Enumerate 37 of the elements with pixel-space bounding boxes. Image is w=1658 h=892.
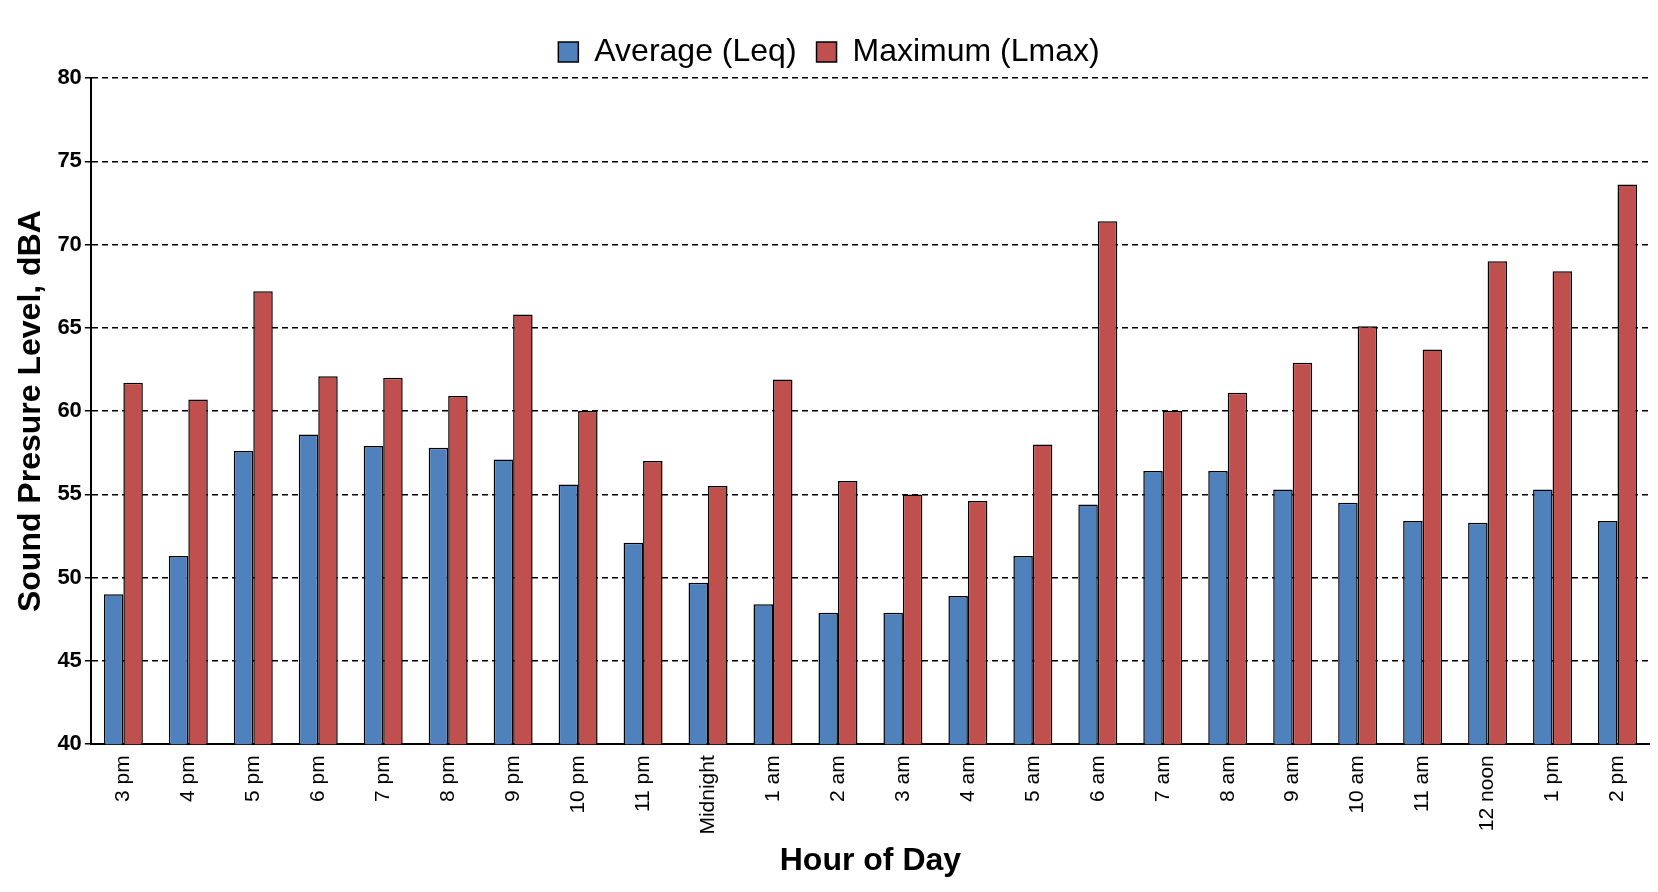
x-tick-label: 7 pm	[370, 755, 393, 802]
y-tick-label: 75	[57, 147, 82, 173]
x-tick-label: 12 noon	[1474, 755, 1498, 832]
y-tick-label: 40	[57, 730, 82, 756]
x-tick-label: 2 am	[824, 755, 848, 802]
y-tick-label: 45	[57, 647, 82, 673]
y-tick-label: 60	[57, 397, 82, 423]
y-tick-label: 65	[57, 313, 82, 339]
x-tick-label: 3 pm	[110, 755, 134, 802]
x-tick-label: 8 pm	[434, 755, 458, 802]
y-tick-label: 50	[57, 563, 82, 589]
x-tick-label: 5 am	[1019, 755, 1043, 802]
x-tick-label: 9 am	[1279, 755, 1303, 802]
x-tick-label: 10 am	[1344, 755, 1368, 814]
x-tick-label: 11 am	[1409, 755, 1433, 813]
x-tick-label: 4 pm	[175, 755, 199, 802]
y-tick-label: 80	[57, 64, 82, 90]
legend-label: Maximum (Lmax)	[852, 31, 1100, 68]
y-tick-label: 55	[57, 480, 82, 506]
x-tick-label: 3 am	[889, 755, 913, 802]
x-tick-label: Midnight	[694, 755, 718, 835]
x-tick-label: 11 pm	[629, 755, 653, 813]
x-tick-label: 8 am	[1214, 755, 1238, 802]
legend-label: Average (Leq)	[594, 31, 797, 68]
x-tick-label: 1 pm	[1539, 755, 1563, 802]
x-tick-label: 6 pm	[305, 755, 329, 802]
y-axis-title: Sound Presure Level, dBA	[11, 210, 48, 613]
x-tick-label: 9 pm	[499, 755, 523, 802]
x-tick-label: 10 pm	[564, 755, 588, 814]
y-tick-label: 70	[57, 230, 82, 256]
x-tick-label: 2 pm	[1604, 755, 1628, 802]
x-tick-label: 6 am	[1084, 755, 1108, 802]
x-tick-label: 4 am	[954, 755, 978, 802]
x-tick-label: 1 am	[759, 755, 783, 802]
x-axis-title: Hour of Day	[779, 840, 962, 877]
x-tick-label: 7 am	[1149, 755, 1173, 802]
x-tick-label: 5 pm	[240, 755, 264, 802]
